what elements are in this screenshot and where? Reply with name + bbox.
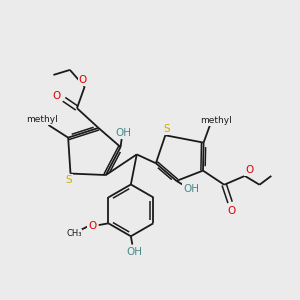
Text: methyl: methyl bbox=[44, 123, 49, 124]
Text: O: O bbox=[88, 221, 96, 231]
Text: O: O bbox=[245, 165, 253, 175]
Text: S: S bbox=[164, 124, 170, 134]
Text: CH₃: CH₃ bbox=[66, 230, 82, 238]
Text: methyl: methyl bbox=[38, 122, 43, 123]
Text: O: O bbox=[228, 206, 236, 216]
Text: S: S bbox=[66, 175, 72, 185]
Text: methyl: methyl bbox=[38, 123, 43, 124]
Text: O: O bbox=[52, 91, 61, 100]
Text: OH: OH bbox=[115, 128, 131, 138]
Text: methyl: methyl bbox=[26, 115, 58, 124]
Text: O: O bbox=[79, 75, 87, 85]
Text: methyl: methyl bbox=[200, 116, 232, 125]
Text: OH: OH bbox=[183, 184, 199, 194]
Text: OH: OH bbox=[126, 248, 142, 257]
